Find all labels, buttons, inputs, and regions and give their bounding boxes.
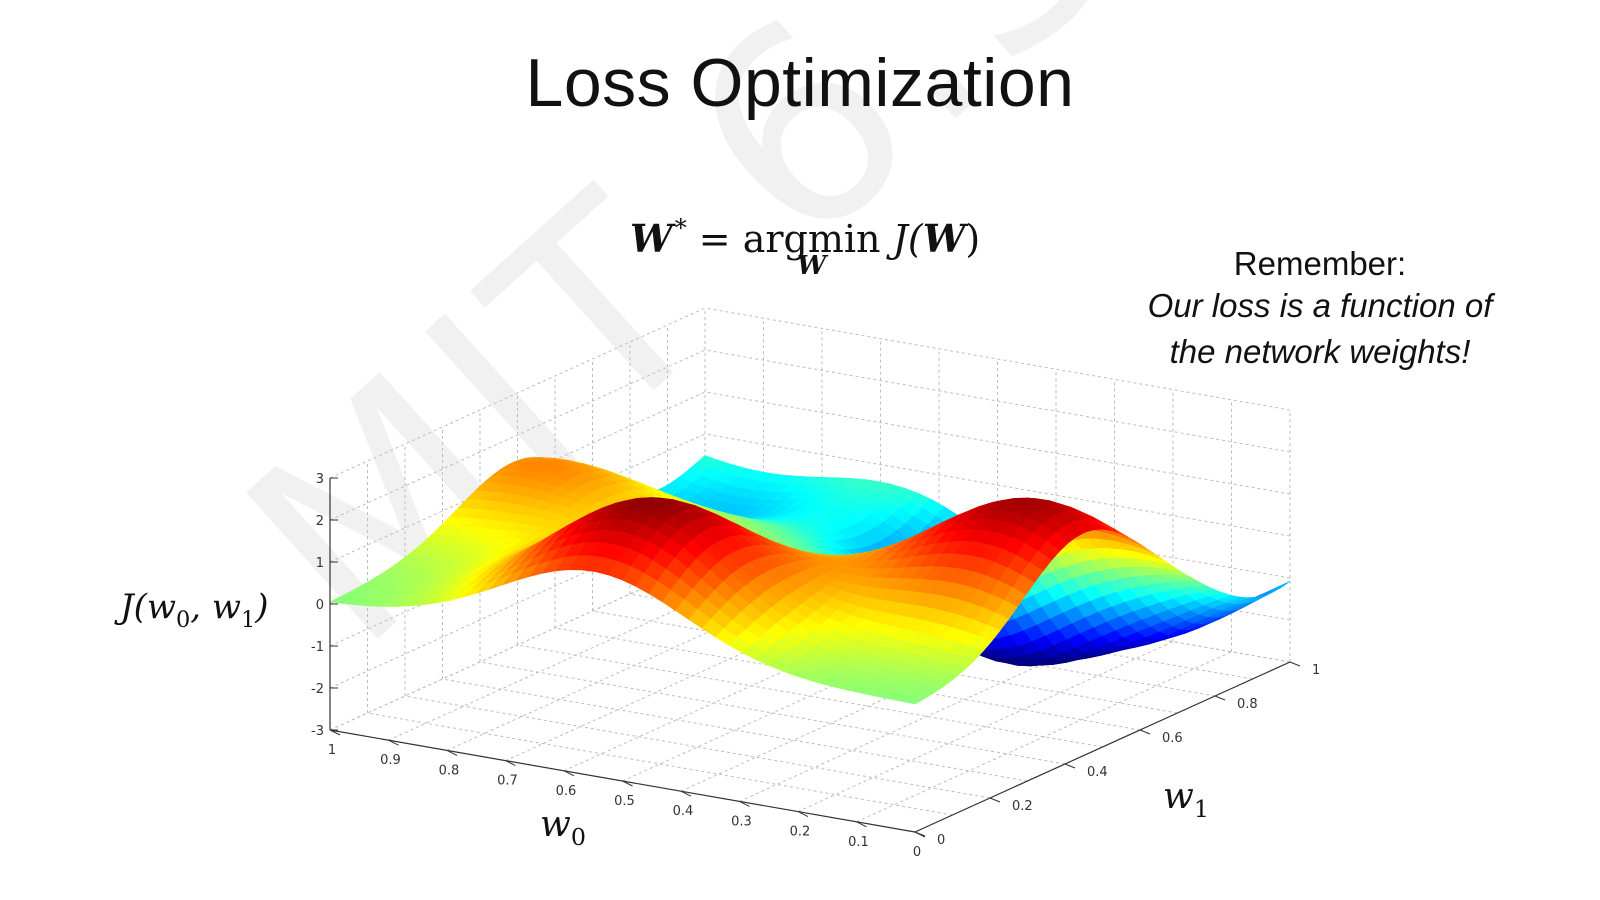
formula-fn: J(: [892, 217, 923, 261]
z-tick-label: -2: [311, 682, 324, 697]
x-tick: [329, 729, 341, 736]
x-tick-label: 0.4: [673, 804, 694, 819]
note-heading: Remember:: [1233, 245, 1407, 282]
x-axis-label: w0: [540, 804, 586, 851]
x-tick-label: 0.2: [790, 825, 811, 840]
formula-op-sub: W: [797, 251, 827, 281]
x-tick-label: 0.6: [556, 784, 577, 799]
y-tick-label: 1: [1312, 663, 1320, 678]
grid-line: [404, 695, 991, 799]
note-line: Our loss is a function of: [1147, 287, 1493, 324]
grid-line: [329, 307, 706, 479]
x-tick: [856, 821, 867, 828]
x-tick-label: 0: [913, 845, 921, 860]
formula-close: ): [965, 217, 981, 261]
x-tick: [505, 760, 516, 767]
y-tick: [1139, 729, 1151, 735]
formula-argmin: argmin W: [742, 217, 881, 281]
x-tick-label: 0.9: [380, 753, 401, 768]
grid-line: [329, 349, 706, 521]
remember-note: Remember: Our loss is a function of the …: [1140, 245, 1500, 375]
x-tick: [739, 800, 750, 807]
y-axis-label: w1: [1163, 776, 1209, 823]
y-tick-label: 0.2: [1012, 799, 1033, 814]
slide-title: Loss Optimization: [525, 45, 1075, 121]
axes: 1 0.9 0.8 0.7 0.6 0.5 0.4 0.3 0.2 0.1 0 0 0.2 0.4 0.6 0…: [114, 472, 1320, 860]
grid-line: [704, 391, 1291, 495]
x-tick: [388, 739, 399, 746]
grid-line: [797, 641, 1174, 813]
y-tick-label: 0.4: [1087, 765, 1108, 780]
z-tick-label: 0: [316, 598, 324, 613]
z-tick-label: -3: [311, 724, 324, 739]
note-line: the network weights!: [1169, 333, 1471, 370]
grid-line: [367, 712, 953, 816]
x-tick: [622, 780, 633, 787]
surface-patch: [900, 696, 925, 705]
x-tick-label: 0.1: [848, 835, 869, 850]
x-tick: [446, 749, 458, 756]
x-tick-label: 0.8: [439, 763, 460, 778]
z-tick-label: 2: [316, 514, 324, 529]
formula-lhs: W: [630, 216, 673, 261]
z-tick-label: 3: [316, 472, 324, 487]
y-tick-label: 0.6: [1162, 731, 1183, 746]
grid-line: [442, 678, 1028, 782]
loss-surface: [328, 455, 1291, 705]
x-tick-label: 1: [328, 743, 336, 758]
z-axis-label: J(w0, w1): [114, 587, 269, 633]
grid-line: [704, 433, 1291, 537]
x-tick-label: 0.3: [731, 814, 752, 829]
z-tick-label: 1: [316, 556, 324, 571]
y-tick-label: 0: [937, 833, 945, 848]
grid-line: [704, 307, 1291, 411]
x-tick: [797, 811, 809, 818]
y-tick: [1289, 661, 1301, 667]
grid-line: [517, 644, 1103, 748]
grid-line: [479, 661, 1066, 765]
y-tick: [1214, 695, 1226, 701]
z-tick-label: -1: [311, 640, 324, 655]
y-tick: [914, 831, 926, 837]
x-tick-label: 0.5: [614, 794, 635, 809]
x-tick: [680, 790, 692, 797]
y-tick: [1064, 763, 1076, 769]
y-tick-label: 0.8: [1237, 697, 1258, 712]
formula-op: argmin: [742, 217, 881, 261]
grid-line: [704, 349, 1291, 453]
x-tick-label: 0.7: [497, 774, 518, 789]
argmin-formula: W* = argmin W J(W): [630, 214, 981, 281]
grid-line: [856, 651, 1232, 823]
formula-lhs-sup: *: [674, 214, 687, 242]
x-tick: [563, 770, 575, 777]
formula-arg: W: [922, 216, 966, 261]
formula-equals: =: [698, 217, 731, 261]
note-body: Our loss is a function of the network we…: [1140, 283, 1500, 375]
w1-axis-line: [914, 661, 1291, 833]
y-tick: [989, 797, 1001, 803]
